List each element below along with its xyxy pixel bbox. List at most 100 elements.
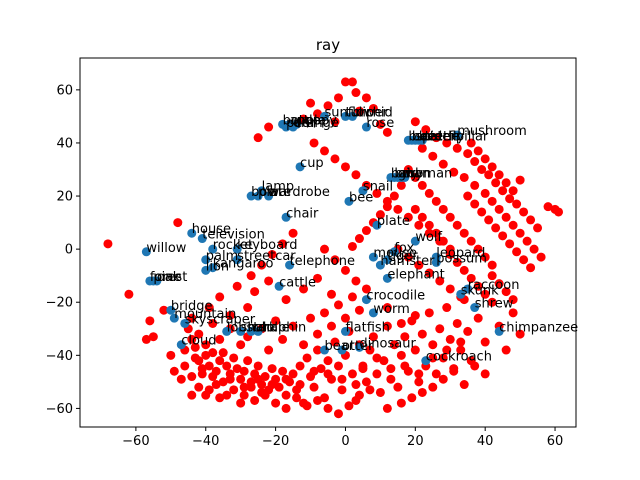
- labeled-point: [410, 236, 420, 246]
- labeled-point: [281, 122, 291, 132]
- labeled-point: [470, 303, 480, 313]
- unlabeled-point: [459, 172, 469, 182]
- point-label: wardrobe: [269, 185, 330, 200]
- unlabeled-point: [410, 117, 420, 127]
- point-label: poppy: [297, 113, 338, 128]
- unlabeled-point: [386, 364, 396, 374]
- unlabeled-point: [323, 403, 333, 413]
- point-label: wolf: [415, 230, 442, 245]
- unlabeled-point: [438, 159, 448, 169]
- labeled-point: [208, 263, 218, 273]
- unlabeled-point: [225, 374, 235, 384]
- unlabeled-point: [351, 88, 361, 98]
- point-label: plate: [377, 214, 410, 229]
- unlabeled-point: [473, 244, 483, 254]
- x-tick-label: −20: [262, 434, 289, 449]
- unlabeled-point: [396, 350, 406, 360]
- unlabeled-point: [218, 377, 228, 387]
- unlabeled-point: [236, 340, 246, 350]
- unlabeled-point: [452, 318, 462, 328]
- point-label: cup: [300, 156, 324, 171]
- labeled-point: [344, 196, 354, 206]
- unlabeled-point: [438, 353, 448, 363]
- unlabeled-point: [169, 366, 179, 376]
- point-label: shark: [241, 320, 277, 335]
- unlabeled-point: [445, 249, 455, 259]
- unlabeled-point: [449, 366, 459, 376]
- point-label: lobster: [227, 320, 273, 335]
- unlabeled-point: [417, 387, 427, 397]
- labeled-point: [389, 247, 399, 257]
- unlabeled-point: [250, 287, 260, 297]
- point-label: bowl: [251, 185, 281, 200]
- unlabeled-point: [246, 382, 256, 392]
- labeled-point: [337, 345, 347, 355]
- unlabeled-point: [382, 127, 392, 137]
- unlabeled-point: [438, 236, 448, 246]
- unlabeled-point: [330, 117, 340, 127]
- point-label: oak: [157, 270, 181, 285]
- unlabeled-point: [340, 265, 350, 275]
- unlabeled-point: [351, 170, 361, 180]
- unlabeled-point: [333, 409, 343, 419]
- point-label: skunk: [461, 283, 499, 298]
- unlabeled-point: [201, 340, 211, 350]
- point-label: fox: [394, 241, 414, 256]
- unlabeled-point: [536, 252, 546, 262]
- unlabeled-point: [361, 226, 371, 236]
- unlabeled-point: [340, 313, 350, 323]
- unlabeled-point: [337, 385, 347, 395]
- unlabeled-point: [306, 98, 316, 108]
- unlabeled-point: [519, 207, 529, 217]
- unlabeled-point: [480, 337, 490, 347]
- x-tick-label: −40: [192, 434, 219, 449]
- unlabeled-point: [501, 287, 511, 297]
- unlabeled-point: [379, 356, 389, 366]
- unlabeled-point: [267, 380, 277, 390]
- labeled-point: [375, 260, 385, 270]
- unlabeled-point: [326, 289, 336, 299]
- labeled-point: [264, 191, 274, 201]
- unlabeled-point: [292, 393, 302, 403]
- unlabeled-point: [211, 380, 221, 390]
- unlabeled-point: [323, 101, 333, 111]
- labeled-point: [368, 252, 378, 262]
- unlabeled-point: [271, 398, 281, 408]
- unlabeled-point: [414, 377, 424, 387]
- unlabeled-point: [431, 133, 441, 143]
- unlabeled-point: [281, 403, 291, 413]
- unlabeled-point: [295, 361, 305, 371]
- unlabeled-point: [208, 318, 218, 328]
- unlabeled-point: [463, 191, 473, 201]
- unlabeled-point: [417, 212, 427, 222]
- unlabeled-point: [452, 143, 462, 153]
- unlabeled-point: [396, 318, 406, 328]
- unlabeled-point: [477, 164, 487, 174]
- point-label: palm: [206, 249, 239, 264]
- unlabeled-point: [449, 167, 459, 177]
- unlabeled-point: [473, 146, 483, 156]
- unlabeled-point: [491, 178, 501, 188]
- unlabeled-point: [299, 114, 309, 124]
- unlabeled-point: [428, 340, 438, 350]
- unlabeled-point: [215, 292, 225, 302]
- unlabeled-point: [393, 382, 403, 392]
- unlabeled-point: [508, 308, 518, 318]
- unlabeled-point: [515, 329, 525, 339]
- point-label: baby: [391, 166, 423, 181]
- labeled-point: [382, 273, 392, 283]
- unlabeled-point: [313, 345, 323, 355]
- unlabeled-point: [340, 162, 350, 172]
- unlabeled-point: [239, 382, 249, 392]
- unlabeled-point: [253, 133, 263, 143]
- unlabeled-point: [438, 204, 448, 214]
- point-label: elephant: [387, 267, 444, 282]
- y-tick-label: 0: [65, 243, 73, 258]
- unlabeled-point: [215, 356, 225, 366]
- labeled-point: [452, 130, 462, 140]
- unlabeled-point: [410, 345, 420, 355]
- unlabeled-point: [187, 390, 197, 400]
- point-label: girl: [398, 166, 419, 181]
- unlabeled-point: [389, 340, 399, 350]
- unlabeled-point: [403, 252, 413, 262]
